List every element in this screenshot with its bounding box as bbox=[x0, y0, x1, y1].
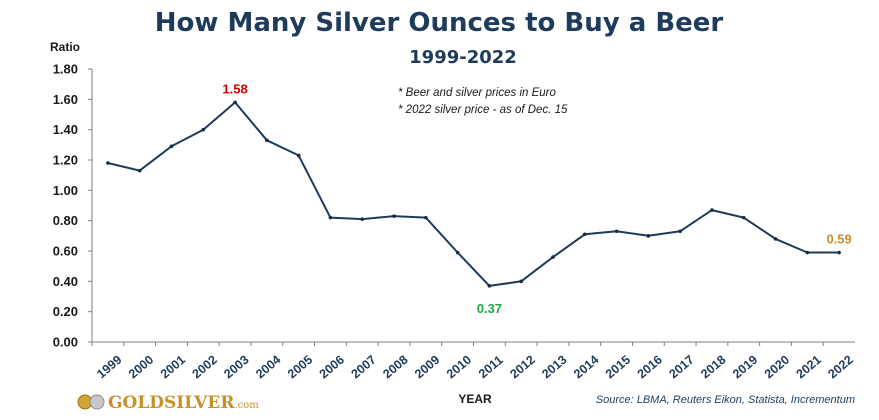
x-tick-label: 2011 bbox=[476, 353, 506, 381]
x-tick-label: 2001 bbox=[158, 353, 188, 382]
x-tick-label: 2002 bbox=[190, 353, 220, 382]
data-point bbox=[837, 250, 841, 255]
annotations: 1.58 0.37 0.59 bbox=[222, 81, 851, 316]
y-tick-label: 1.60 bbox=[53, 92, 78, 107]
goldsilver-coins-icon bbox=[77, 394, 105, 410]
note-silver-price-date: * 2022 silver price - as of Dec. 15 bbox=[398, 104, 568, 116]
x-tick-label: 2010 bbox=[444, 353, 474, 382]
data-point bbox=[678, 229, 682, 234]
data-point bbox=[519, 279, 523, 284]
x-tick-label: 2013 bbox=[539, 353, 569, 382]
x-tick-label: 2018 bbox=[698, 353, 728, 382]
data-point bbox=[296, 153, 301, 158]
data-point bbox=[106, 161, 110, 165]
source-note: Source: LBMA, Reuters Eikon, Statista, I… bbox=[596, 394, 855, 406]
data-point bbox=[328, 215, 333, 220]
x-tick-label: 2012 bbox=[507, 353, 537, 382]
y-tick-label: 0.80 bbox=[53, 213, 78, 228]
x-tick-label: 2017 bbox=[666, 353, 696, 382]
x-tick-label: 2007 bbox=[349, 353, 379, 382]
y-tick-label: 0.40 bbox=[53, 274, 78, 289]
data-point bbox=[392, 214, 396, 218]
x-tick-label: 2005 bbox=[285, 353, 315, 382]
annotation-label: 0.37 bbox=[477, 301, 502, 316]
data-point bbox=[360, 217, 365, 221]
data-point bbox=[424, 215, 428, 220]
logo-brand-main: GOLDSILVER bbox=[108, 393, 235, 413]
x-tick-label: 2003 bbox=[221, 353, 251, 382]
y-tick-label: 0.00 bbox=[53, 335, 78, 350]
x-tick-labels: 1999 2000 2001 2002 2003 2004 2005 2006 2007 2008… bbox=[94, 353, 856, 382]
data-point bbox=[265, 138, 269, 143]
data-point bbox=[805, 250, 810, 255]
y-axis-label: Ratio bbox=[50, 40, 80, 54]
goldsilver-logo: GOLDSILVER.com bbox=[77, 393, 259, 413]
series-line-group bbox=[107, 101, 840, 287]
y-tick-label: 0.60 bbox=[53, 244, 78, 259]
x-tick-label: 2016 bbox=[635, 353, 665, 382]
y-tick-label: 1.80 bbox=[53, 62, 78, 77]
data-point bbox=[169, 144, 174, 149]
annotation-label: 0.59 bbox=[826, 232, 851, 247]
data-point bbox=[741, 215, 746, 220]
x-axis-label: YEAR bbox=[458, 392, 492, 406]
logo-brand-suffix: .com bbox=[234, 400, 259, 411]
data-point bbox=[551, 255, 555, 259]
series-line bbox=[107, 101, 840, 287]
x-tick-label: 2014 bbox=[571, 353, 601, 382]
data-point bbox=[455, 250, 460, 255]
x-tick-label: 2021 bbox=[794, 353, 824, 382]
data-point bbox=[614, 229, 619, 234]
x-tick-label: 2009 bbox=[412, 353, 442, 382]
logo-text: GOLDSILVER.com bbox=[108, 393, 259, 413]
x-tick-label: 2020 bbox=[762, 353, 792, 382]
x-tick-label: 2000 bbox=[126, 353, 156, 382]
y-tick-label: 1.00 bbox=[53, 183, 78, 198]
data-point bbox=[582, 232, 587, 237]
chart-title: How Many Silver Ounces to Buy a Beer bbox=[155, 8, 724, 38]
x-tick-label: 2006 bbox=[317, 353, 347, 382]
axes bbox=[88, 68, 855, 346]
chart-subtitle: 1999-2022 bbox=[409, 47, 517, 68]
x-tick-label: 1999 bbox=[94, 353, 124, 382]
data-point bbox=[233, 100, 237, 105]
data-point bbox=[773, 237, 778, 241]
y-tick-labels: 1.80 1.60 1.40 1.20 1.00 0.80 0.60 0.40 0.20 0.00 bbox=[53, 62, 78, 350]
data-point bbox=[710, 208, 714, 212]
y-tick-label: 1.20 bbox=[53, 153, 78, 168]
y-tick-label: 1.40 bbox=[53, 122, 78, 137]
x-tick-label: 2019 bbox=[730, 353, 760, 382]
y-tick-label: 0.20 bbox=[53, 304, 78, 319]
x-tick-label: 2015 bbox=[603, 353, 633, 382]
data-point bbox=[137, 168, 142, 173]
x-tick-label: 2004 bbox=[253, 353, 283, 382]
x-tick-label: 2022 bbox=[825, 353, 855, 382]
annotation-label: 1.58 bbox=[222, 81, 247, 96]
x-tick-label: 2008 bbox=[380, 353, 410, 382]
data-point bbox=[487, 284, 492, 288]
data-points bbox=[106, 100, 841, 288]
data-point bbox=[201, 127, 206, 132]
note-currency: * Beer and silver prices in Euro bbox=[398, 87, 556, 99]
data-point bbox=[646, 234, 651, 238]
